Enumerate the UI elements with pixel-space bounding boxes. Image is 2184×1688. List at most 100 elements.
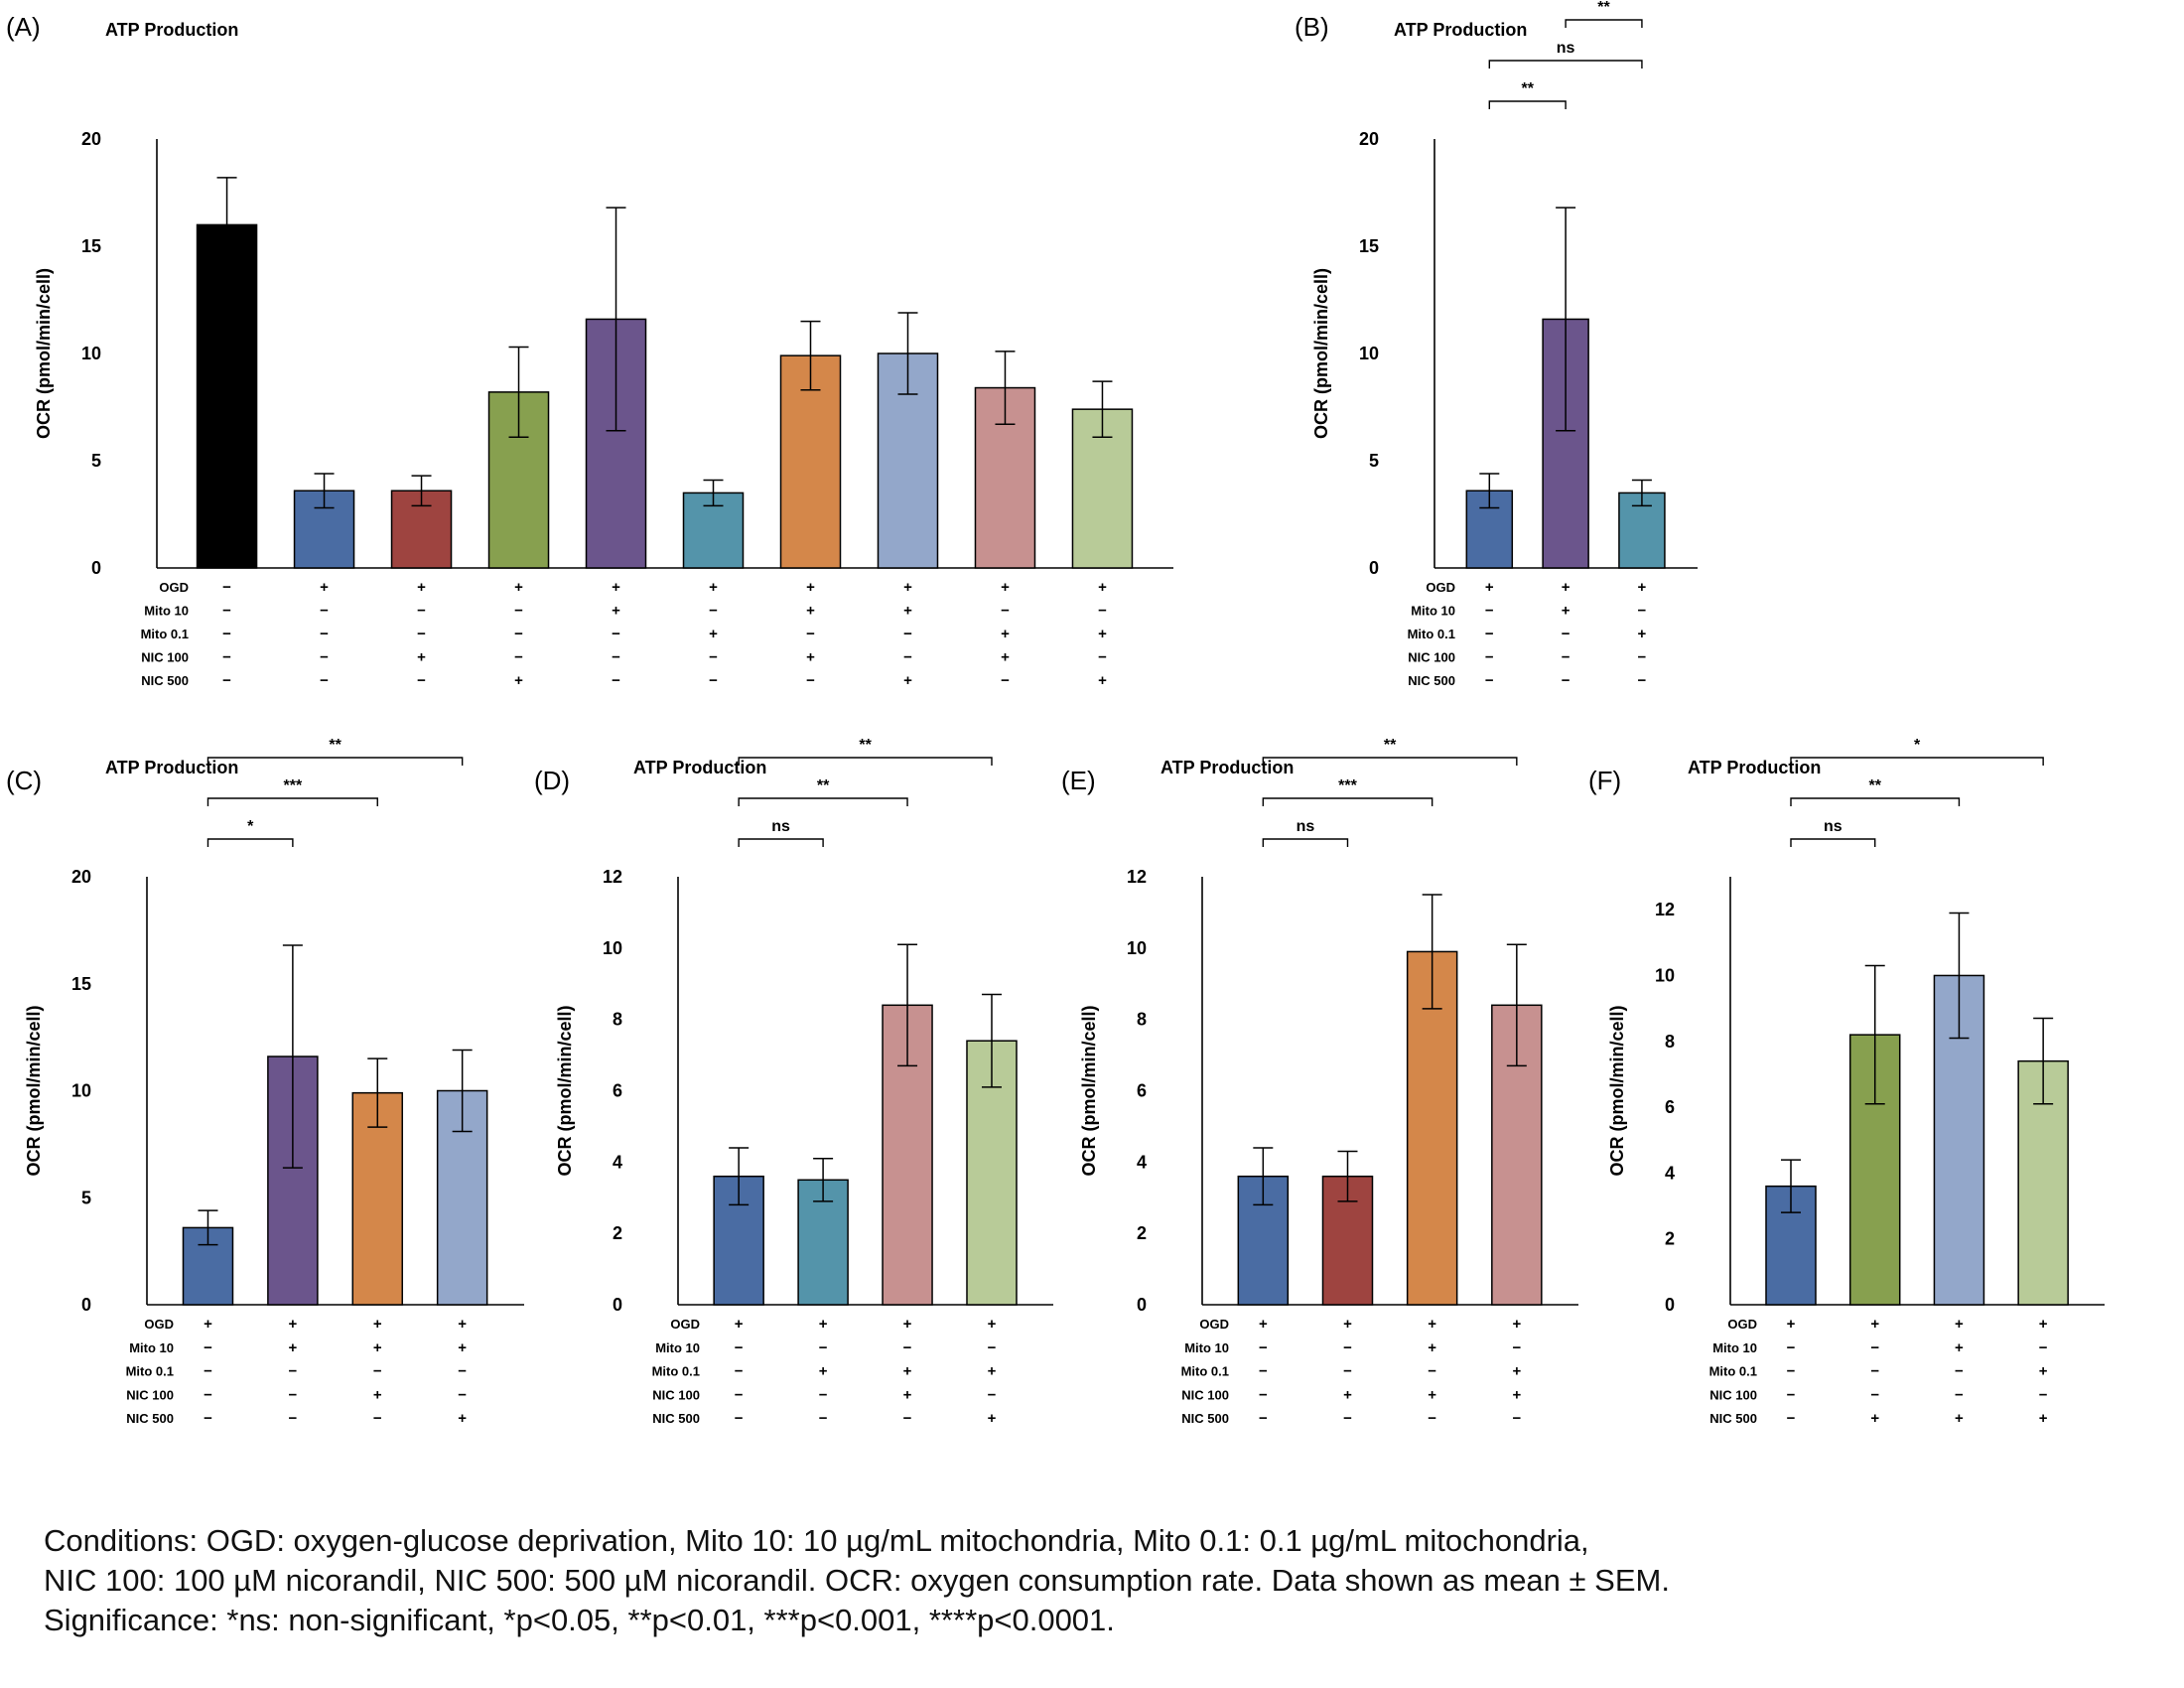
y-tick-label: 12 [1655,900,1675,919]
y-tick-label: 0 [1137,1295,1147,1315]
y-axis-label: OCR (pmol/min/cell) [24,1005,44,1176]
condition-mark: − [819,1386,828,1403]
condition-mark: + [1955,1339,1964,1356]
condition-mark: + [1562,603,1570,620]
significance-bracket [1262,838,1349,847]
condition-mark: − [1562,626,1570,642]
y-tick-label: 2 [1137,1223,1147,1243]
condition-mark: − [1259,1386,1268,1403]
condition-mark: + [1098,579,1107,596]
condition-mark: − [1001,672,1010,689]
significance-label: ns [771,818,790,835]
condition-mark: + [988,1316,997,1333]
significance-bracket [738,838,824,847]
condition-row-label: NIC 100 [1408,650,1455,665]
condition-mark: + [1638,626,1647,642]
panel-b: (B) ATP Production OCR (pmol/min/cell) 0 5 10… [1295,0,1698,689]
condition-mark: + [612,579,620,596]
caption-line-3: Significance: *ns: non-significant, *p<0… [44,1603,1115,1637]
condition-mark: − [903,1339,912,1356]
caption-line-1: Conditions: OGD: oxygen-glucose deprivat… [44,1523,1589,1558]
condition-mark: − [514,649,523,666]
significance-label: ** [1384,737,1397,754]
bar [1491,1004,1543,1306]
condition-mark: − [2039,1386,2048,1403]
y-tick-label: 6 [613,1081,622,1101]
panel-label: (C) [6,766,42,795]
condition-mark: − [1955,1386,1964,1403]
chart-title: ATP Production [105,758,238,777]
condition-mark: + [903,603,912,620]
condition-mark: − [288,1410,297,1427]
condition-mark: − [2039,1339,2048,1356]
condition-mark: − [222,672,231,689]
y-tick-label: 0 [1665,1295,1675,1315]
condition-mark: + [417,649,426,666]
y-tick-label: 10 [1359,344,1379,363]
condition-mark: − [806,672,815,689]
condition-row-label: NIC 100 [1709,1387,1757,1402]
condition-mark: − [1343,1410,1352,1427]
condition-mark: − [1259,1410,1268,1427]
condition-mark: − [1485,672,1494,689]
condition-mark: − [735,1410,744,1427]
significance-label: ** [817,777,830,794]
condition-mark: − [1638,603,1647,620]
condition-mark: − [988,1339,997,1356]
condition-mark: + [1512,1363,1521,1380]
condition-mark: + [903,579,912,596]
condition-mark: − [222,579,231,596]
condition-mark: − [735,1386,744,1403]
condition-mark: − [204,1410,212,1427]
condition-mark: − [1098,603,1107,620]
condition-row-label: Mito 0.1 [1709,1364,1757,1379]
panel-label: (A) [6,12,41,42]
condition-row-label: NIC 500 [126,1411,174,1426]
condition-mark: + [1485,579,1494,596]
condition-mark: − [1485,649,1494,666]
significance-bracket [206,838,294,847]
caption-line-2: NIC 100: 100 µM nicorandil, NIC 500: 500… [44,1563,1670,1598]
condition-mark: − [417,603,426,620]
condition-mark: + [373,1316,382,1333]
condition-row-label: Mito 0.1 [1408,627,1455,641]
significance-label: ** [859,737,872,754]
condition-mark: − [1485,603,1494,620]
significance-bracket [206,797,378,806]
y-tick-label: 15 [71,974,91,994]
condition-mark: + [2039,1363,2048,1380]
bar [351,1091,404,1306]
y-tick-label: 10 [71,1081,91,1101]
condition-mark: − [612,626,620,642]
condition-row-label: OGD [159,580,189,595]
condition-mark: + [204,1316,212,1333]
condition-row-label: Mito 10 [1712,1340,1757,1355]
y-tick-label: 5 [81,1188,91,1207]
y-tick-label: 2 [1665,1229,1675,1249]
condition-mark: − [222,626,231,642]
significance-bracket [738,797,908,806]
condition-mark: − [373,1410,382,1427]
condition-row-label: OGD [670,1317,700,1332]
condition-mark: + [1955,1410,1964,1427]
condition-mark: − [1485,626,1494,642]
condition-mark: − [709,672,718,689]
y-tick-label: 10 [81,344,101,363]
condition-row-label: Mito 10 [1184,1340,1229,1355]
condition-mark: + [1428,1316,1436,1333]
significance-bracket [738,757,993,766]
significance-label: ** [1868,777,1881,794]
significance-bracket [1790,838,1876,847]
condition-mark: + [458,1339,467,1356]
panel-d: (D) ATP Production OCR (pmol/min/cell) 0 2 4 6… [534,737,1053,1427]
panel-label: (D) [534,766,570,795]
condition-mark: + [819,1363,828,1380]
condition-mark: − [1098,649,1107,666]
condition-mark: + [458,1410,467,1427]
condition-mark: − [1343,1339,1352,1356]
significance-label: ** [1521,80,1534,97]
condition-mark: − [1259,1339,1268,1356]
condition-mark: + [903,1386,912,1403]
condition-row-label: OGD [1727,1317,1757,1332]
